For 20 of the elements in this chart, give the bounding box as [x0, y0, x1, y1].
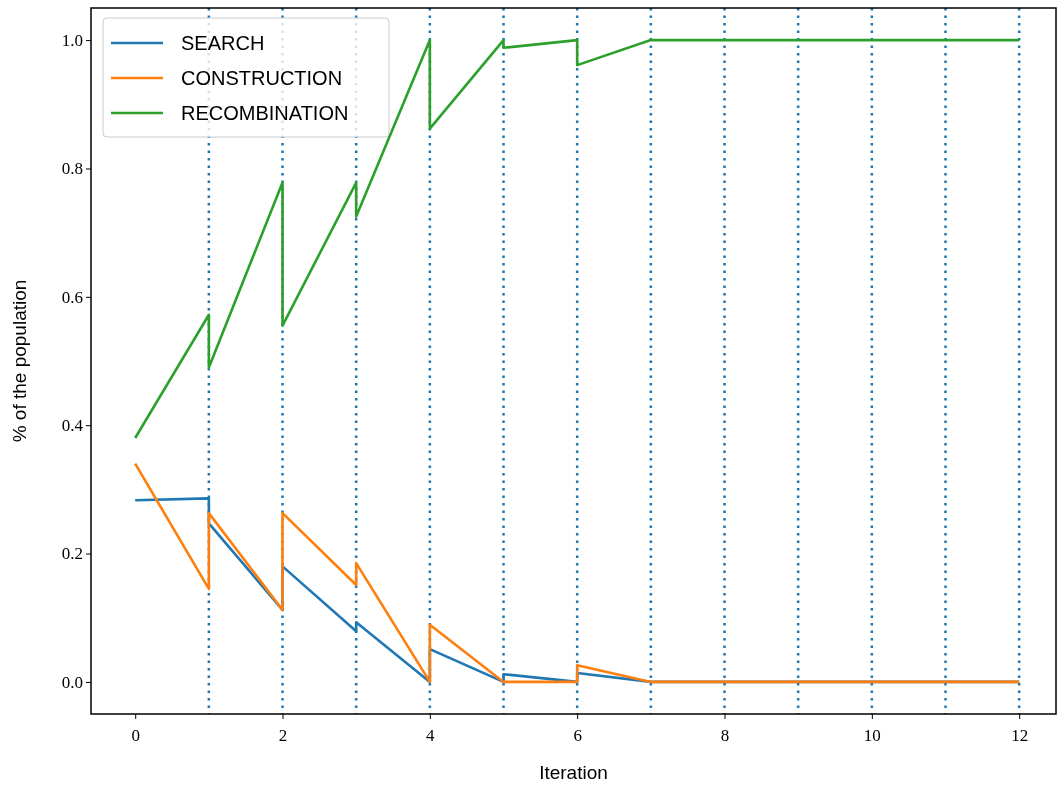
- legend-label: CONSTRUCTION: [181, 67, 343, 89]
- y-tick-label: 0.8: [61, 159, 83, 179]
- y-tick-label: 0.4: [61, 416, 84, 436]
- line-series: [133, 462, 1021, 684]
- x-tick-label: 0: [131, 725, 140, 745]
- y-tick-label: 1.0: [61, 31, 83, 51]
- y-tick-label: 0.6: [61, 287, 83, 307]
- y-tick-label: 0.2: [61, 544, 83, 564]
- x-tick-label: 10: [863, 725, 881, 745]
- x-tick-label: 4: [426, 725, 436, 745]
- y-axis-title: % of the population: [9, 279, 30, 443]
- x-tick-label: 8: [720, 725, 730, 745]
- x-tick-label: 12: [1011, 725, 1029, 745]
- x-axis-title: Iteration: [539, 762, 608, 783]
- legend-label: SEARCH: [181, 32, 265, 54]
- y-tick-label: 0.0: [61, 672, 83, 692]
- line-series: [133, 38, 1021, 440]
- legend-label: RECOMBINATION: [181, 102, 349, 124]
- x-tick-label: 2: [278, 725, 288, 745]
- x-tick-label: 6: [573, 725, 582, 745]
